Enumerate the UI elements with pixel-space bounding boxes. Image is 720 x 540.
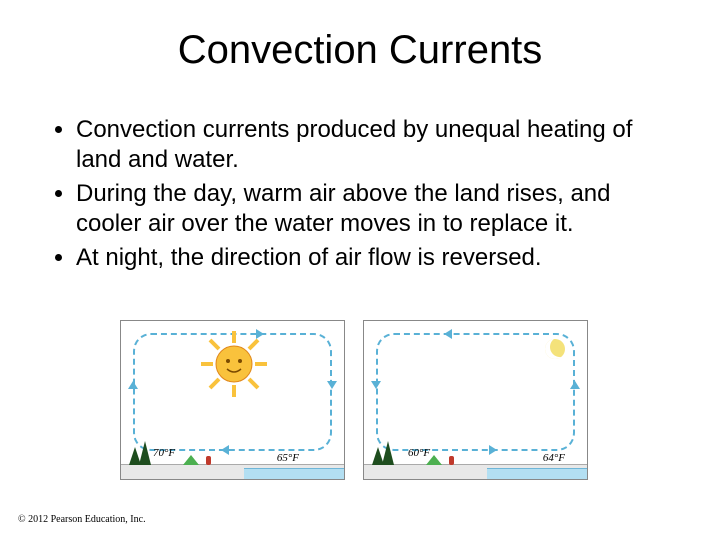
arrow-down-icon — [371, 381, 381, 389]
day-panel: 70°F 65°F — [120, 320, 345, 480]
bullet-item: Convection currents produced by unequal … — [76, 115, 680, 175]
person-icon — [206, 456, 211, 465]
figure-row: 70°F 65°F 60°F 64°F — [120, 320, 588, 480]
water — [244, 468, 344, 479]
sun-icon — [199, 329, 269, 399]
bullet-list: Convection currents produced by unequal … — [50, 115, 680, 277]
arrow-right-icon — [256, 329, 264, 339]
arrow-left-icon — [221, 445, 229, 455]
tree-icon — [382, 441, 394, 465]
bullet-item: During the day, warm air above the land … — [76, 179, 680, 239]
night-water-temp: 64°F — [543, 452, 565, 464]
arrow-up-icon — [570, 381, 580, 389]
slide-root: Convection Currents Convection currents … — [0, 0, 720, 540]
night-land-temp: 60°F — [408, 447, 430, 459]
night-panel: 60°F 64°F — [363, 320, 588, 480]
bullet-item: At night, the direction of air flow is r… — [76, 243, 680, 273]
slide-title: Convection Currents — [0, 28, 720, 73]
arrow-left-icon — [444, 329, 452, 339]
moon-icon — [545, 339, 565, 359]
person-icon — [449, 456, 454, 465]
day-water-temp: 65°F — [277, 452, 299, 464]
tent-icon — [183, 455, 199, 465]
arrow-up-icon — [128, 381, 138, 389]
tree-icon — [139, 441, 151, 465]
arrow-right-icon — [489, 445, 497, 455]
arrow-down-icon — [327, 381, 337, 389]
water — [487, 468, 587, 479]
copyright-footer: © 2012 Pearson Education, Inc. — [18, 514, 146, 525]
day-land-temp: 70°F — [153, 447, 175, 459]
